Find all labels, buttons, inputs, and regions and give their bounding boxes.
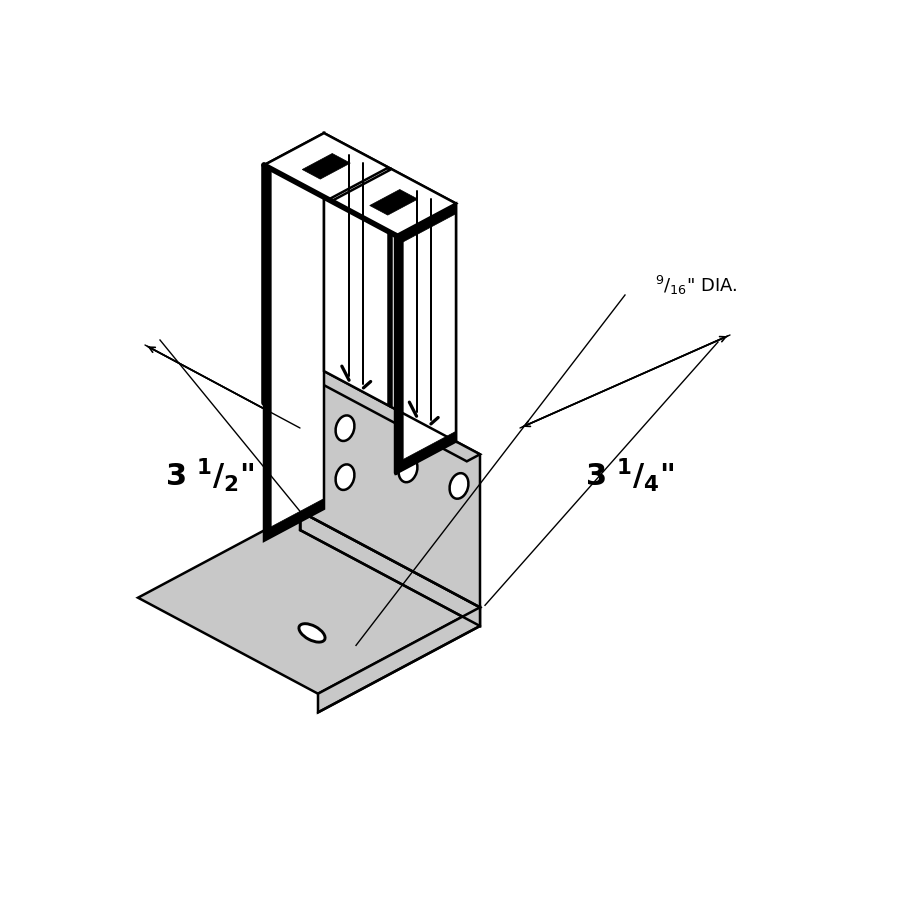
PathPatch shape [370,190,418,215]
Ellipse shape [336,416,355,441]
Text: $^9/_{16}$" DIA.: $^9/_{16}$" DIA. [655,274,738,296]
PathPatch shape [264,499,324,541]
PathPatch shape [264,161,271,541]
Ellipse shape [450,473,468,499]
PathPatch shape [396,431,456,473]
PathPatch shape [287,358,480,462]
PathPatch shape [331,169,456,236]
Ellipse shape [299,624,325,642]
PathPatch shape [324,133,389,406]
PathPatch shape [264,133,389,200]
PathPatch shape [302,154,350,179]
PathPatch shape [287,358,300,518]
Ellipse shape [336,464,355,490]
Ellipse shape [399,456,418,482]
Text: $\mathbf{3\ ^1/_4}$": $\mathbf{3\ ^1/_4}$" [585,456,675,494]
PathPatch shape [318,608,480,713]
PathPatch shape [264,133,324,541]
Text: $\mathbf{3\ ^1/_2}$": $\mathbf{3\ ^1/_2}$" [166,456,255,494]
PathPatch shape [300,511,480,626]
PathPatch shape [396,203,456,473]
PathPatch shape [392,169,456,442]
PathPatch shape [396,203,456,246]
PathPatch shape [396,231,403,473]
PathPatch shape [264,133,324,176]
PathPatch shape [138,511,480,694]
PathPatch shape [300,358,480,608]
